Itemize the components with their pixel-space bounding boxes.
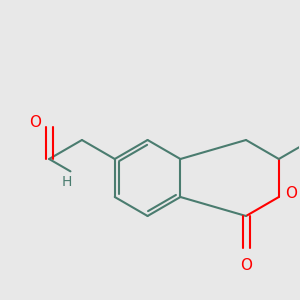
Text: H: H [61,175,72,189]
Text: O: O [285,187,297,202]
Text: O: O [29,115,41,130]
Text: O: O [240,258,252,273]
